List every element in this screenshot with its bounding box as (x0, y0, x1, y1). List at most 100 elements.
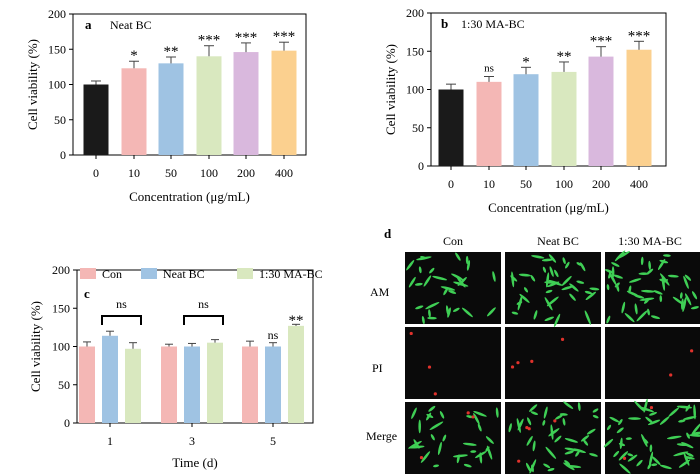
bar (196, 56, 222, 155)
live-cell-mark (604, 269, 614, 274)
live-cell-mark (429, 421, 444, 430)
live-cell-mark (495, 407, 499, 418)
live-cell-mark (533, 310, 538, 320)
live-cell-mark (648, 260, 651, 270)
dead-cell-mark (525, 425, 529, 430)
live-cell-mark (406, 259, 415, 271)
bar (79, 346, 95, 423)
live-cell-mark (576, 280, 585, 284)
live-cell-mark (584, 290, 593, 295)
live-cell-mark (614, 250, 626, 262)
live-cell-mark (636, 459, 643, 467)
live-cell-mark (659, 295, 663, 303)
live-cell-mark (542, 419, 546, 426)
significance-bracket (101, 315, 142, 325)
live-cell-mark (508, 423, 512, 433)
y-tick-label: 100 (52, 340, 70, 354)
bar (125, 348, 141, 423)
live-cell-mark (685, 293, 692, 306)
x-tick-label: 100 (200, 166, 218, 180)
live-cell-mark (613, 274, 623, 279)
live-cell-mark (628, 285, 632, 294)
significance-label: ns (198, 297, 209, 311)
y-tick-label: 150 (52, 301, 70, 315)
live-cell-mark (563, 401, 574, 409)
live-cell-mark (627, 454, 638, 462)
live-cell-mark (667, 274, 679, 278)
x-tick-label: 400 (630, 177, 648, 191)
significance-label: ns (268, 328, 279, 342)
live-cell-mark (559, 413, 568, 416)
live-cell-mark (418, 419, 421, 434)
x-tick-label: 1 (107, 434, 113, 448)
live-cell-mark (442, 434, 447, 442)
panel-label: b (441, 16, 448, 31)
live-cell-mark (531, 255, 545, 259)
row-label-pi: PI (372, 361, 383, 375)
live-cell-mark (643, 298, 650, 304)
live-cell-mark (545, 289, 553, 294)
legend-swatch (237, 268, 253, 279)
micrograph-tile (405, 327, 501, 399)
live-cell-mark (561, 285, 574, 291)
live-cell-mark (681, 442, 694, 449)
live-cell-mark (618, 451, 629, 461)
live-cell-mark (518, 273, 531, 277)
live-cell-mark (430, 434, 435, 441)
live-cell-mark (461, 307, 473, 318)
live-cell-mark (423, 275, 432, 287)
y-axis-label: Cell viability (%) (28, 301, 43, 392)
live-cell-mark (618, 418, 623, 426)
live-cell-mark (693, 404, 696, 420)
x-tick-label: 400 (275, 166, 293, 180)
y-tick-label: 0 (64, 416, 70, 430)
live-cell-mark (511, 271, 515, 288)
x-tick-label: 5 (270, 434, 276, 448)
live-cell-mark (589, 453, 598, 457)
bar (158, 63, 184, 155)
live-cell-mark (634, 400, 645, 412)
dead-cell-mark (419, 456, 424, 460)
dead-cell-mark (517, 459, 521, 463)
micrograph-tile (605, 327, 700, 399)
dead-cell-mark (433, 392, 437, 396)
live-cell-mark (648, 451, 654, 467)
x-tick-label: 50 (165, 166, 177, 180)
live-cell-mark (427, 316, 437, 320)
y-tick-label: 0 (60, 148, 66, 162)
live-cell-mark (547, 281, 560, 288)
live-cell-mark (643, 398, 648, 413)
dead-cell-mark (466, 411, 470, 415)
live-cell-mark (415, 305, 424, 310)
live-cell-mark (691, 423, 700, 436)
live-cell-mark (649, 411, 658, 416)
live-cell-mark (530, 275, 536, 282)
live-cell-mark (684, 274, 692, 281)
dead-cell-mark (409, 331, 413, 336)
live-cell-mark (616, 427, 624, 434)
chart-b-ma-bc: 0 50 100 150 200 0 ns 10 * 50 ** 100 *** 200 *** 400 1:3… (383, 6, 667, 215)
live-cell-mark (565, 261, 570, 269)
legend-label: Con (102, 267, 122, 281)
live-cell-mark (613, 450, 620, 458)
live-cell-mark (562, 257, 566, 265)
live-cell-mark (486, 445, 493, 460)
live-cell-mark (420, 256, 427, 259)
live-cell-mark (465, 255, 469, 265)
panel-label: c (84, 286, 90, 301)
legend-swatch (141, 268, 157, 279)
bar (102, 335, 118, 423)
panel-title: Neat BC (110, 18, 152, 32)
micrograph-tile (505, 327, 601, 399)
live-cell-mark (592, 408, 599, 413)
column-header-neat-bc: Neat BC (537, 234, 579, 248)
column-header-ma-bc: 1:30 MA-BC (618, 234, 682, 248)
live-cell-mark (611, 262, 620, 267)
bar (184, 346, 200, 423)
live-cell-mark (657, 258, 666, 271)
live-cell-mark (554, 435, 562, 443)
live-cell-mark (414, 282, 423, 286)
panel-d-label: d (384, 226, 392, 241)
row-label-merge: Merge (366, 429, 397, 443)
live-cell-mark (634, 294, 645, 299)
